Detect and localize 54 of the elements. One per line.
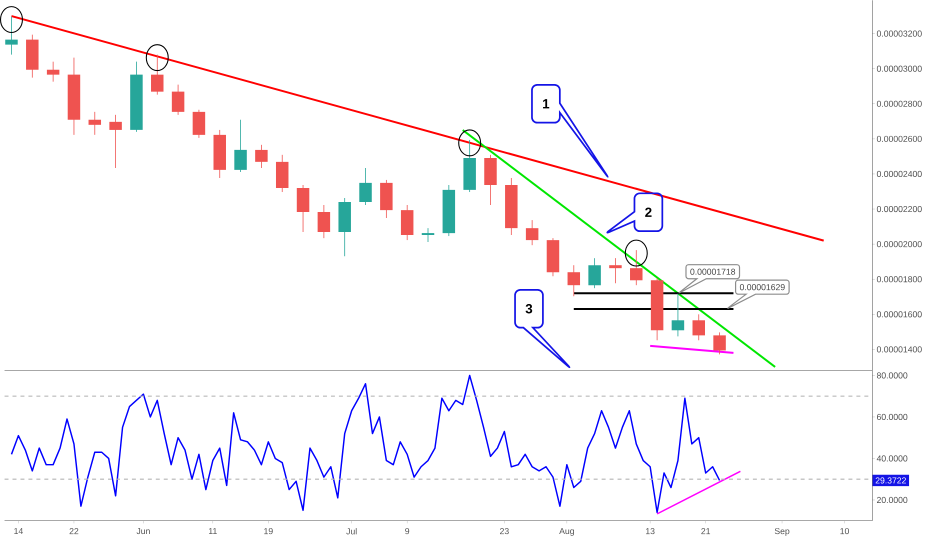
y-tick-label: 40.0000	[876, 456, 908, 462]
x-tick-label: 11	[208, 528, 217, 534]
x-tick-label: 13	[646, 528, 655, 534]
y-tick-label: 0.00002000	[876, 241, 922, 248]
candlestick	[172, 84, 184, 116]
candlestick	[255, 144, 268, 169]
line-series	[10, 374, 720, 514]
y-tick-label: 0.00001800	[876, 276, 922, 282]
candlestick	[609, 258, 622, 284]
x-tick-label: 23	[500, 528, 509, 534]
x-tick-label: 19	[264, 528, 273, 534]
y-tick-label: 20.0000	[876, 497, 908, 504]
candlestick	[526, 220, 538, 246]
x-tick-label: Jun	[136, 528, 150, 534]
candlestick	[692, 314, 705, 341]
x-tick-label: Jul	[346, 528, 357, 535]
candlestick	[151, 54, 164, 96]
y-tick-label: 0.00003200	[876, 30, 922, 37]
candlestick	[318, 204, 330, 239]
candlestick	[568, 264, 580, 297]
y-tick-label: 0.00002400	[876, 171, 922, 178]
x-tick-label: 9	[405, 528, 410, 534]
x-tick-label: 21	[701, 528, 710, 534]
y-tick-label: 0.00002200	[876, 206, 922, 212]
y-tick-label: 0.00002800	[876, 100, 922, 108]
y-tick-label: 80.0000	[876, 372, 908, 379]
annotation: 2	[645, 208, 652, 218]
y-tick-label: 60.0000	[876, 414, 908, 420]
x-tick-label: 14	[14, 528, 23, 534]
annotation: 1	[543, 99, 550, 109]
candlestick	[46, 61, 60, 82]
candlestick	[234, 120, 247, 173]
annotation: 3	[526, 304, 532, 314]
candlestick	[192, 110, 206, 138]
candlestick	[5, 16, 18, 56]
y-tick-label: 0.00001400	[876, 346, 922, 353]
candlestick	[713, 332, 726, 355]
candlestick	[588, 258, 601, 289]
annotation: 0.00001629	[740, 284, 785, 290]
candlestick	[109, 114, 122, 169]
x-tick-label: 10	[840, 528, 849, 534]
text: 29.3722	[876, 478, 906, 484]
annotation: 0.00001718	[690, 268, 736, 275]
candlestick	[672, 293, 684, 338]
x-tick-label: 22	[70, 528, 78, 534]
y-tick-label: 0.00003000	[876, 66, 922, 72]
y-tick-label: 0.00002600	[876, 136, 922, 142]
y-tick-label: 0.00001600	[876, 311, 922, 318]
candlestick	[422, 228, 434, 243]
candlestick	[630, 250, 643, 286]
candlestick	[88, 112, 102, 136]
x-tick-label: Sep	[774, 528, 790, 536]
x-tick-label: Aug	[559, 528, 574, 536]
candlestick	[359, 168, 372, 206]
